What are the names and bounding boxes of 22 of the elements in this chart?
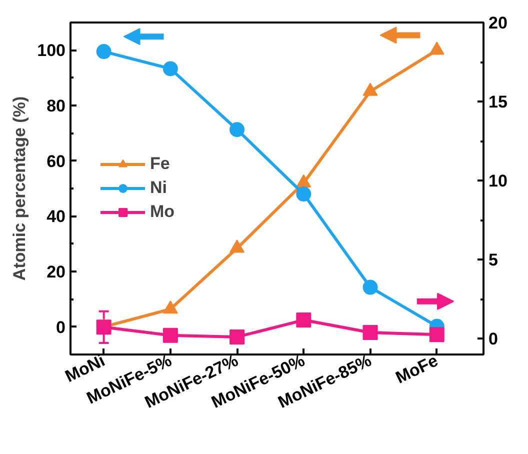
y2-tick-label: 20 [488,14,508,32]
y-tick-label: 100 [37,41,66,60]
point [96,320,112,335]
y-tick-label: 0 [56,318,66,337]
point [230,329,245,344]
point [429,327,444,342]
x-tick-label: MoFe [392,350,442,388]
y-tick-label: 80 [46,96,66,116]
legend-label: Mo [150,202,175,222]
y-tick-label: 20 [46,262,66,282]
y-tick-label: 40 [46,207,66,226]
y-axis-title: Atomic percentage (%) [10,96,30,281]
y2-tick-label: 0 [488,330,498,349]
point [162,328,178,343]
y2-tick-label: 10 [488,172,508,191]
y2-tick-label: 5 [488,250,498,270]
y2-tick-label: 15 [488,92,508,112]
point [362,325,378,340]
point [296,312,312,328]
y-tick-label: 60 [46,152,66,171]
legend-label: Fe [150,154,170,174]
legend-label: Ni [150,178,168,198]
